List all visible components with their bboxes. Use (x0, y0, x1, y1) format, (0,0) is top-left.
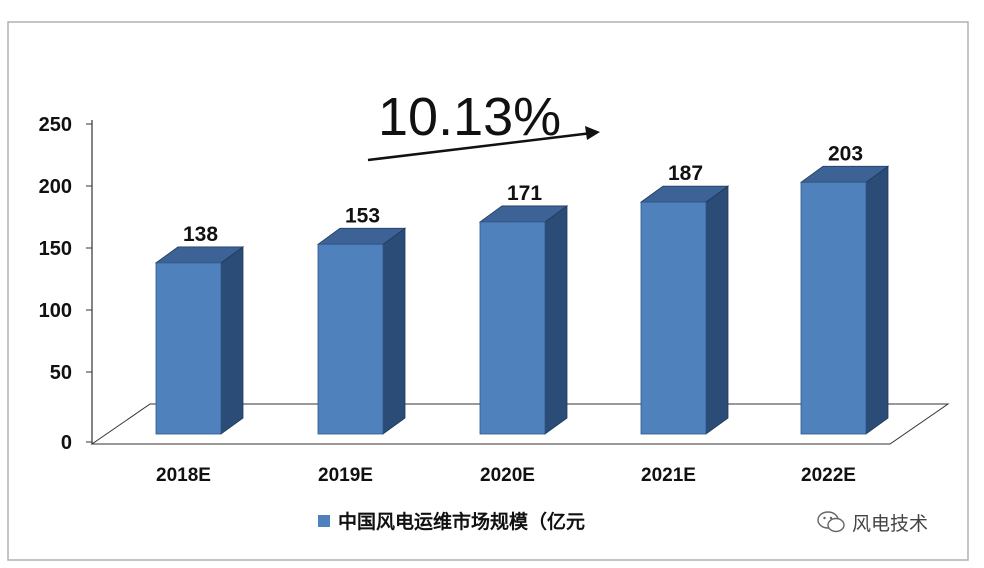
y-tick-label: 100 (39, 300, 72, 322)
bar-front (317, 243, 384, 435)
bar-front (155, 262, 222, 435)
bar-side (705, 185, 729, 435)
data-label: 138 (183, 223, 218, 246)
x-category-label: 2021E (641, 465, 696, 486)
wechat-icon (817, 511, 845, 533)
bar (154, 246, 245, 435)
bar-front (800, 181, 867, 435)
bar-front (479, 221, 546, 435)
x-category-label: 2022E (801, 465, 856, 486)
bar-front (640, 201, 707, 435)
y-tick-label: 250 (39, 114, 72, 136)
y-tick-label: 150 (39, 238, 72, 260)
bar-side (220, 246, 244, 435)
growth-rate-label: 10.13% (378, 87, 561, 147)
legend-label: 中国风电运维市场规模（亿元 (338, 510, 585, 533)
y-tick-label: 50 (50, 362, 72, 384)
data-label: 187 (668, 162, 703, 185)
legend-swatch (318, 515, 330, 527)
data-label: 171 (507, 182, 542, 205)
y-tick-label: 200 (39, 176, 72, 198)
x-category-label: 2019E (318, 465, 373, 486)
data-label: 153 (345, 204, 380, 227)
bar (799, 165, 890, 435)
y-tick-label: 0 (61, 432, 72, 454)
bar (639, 185, 730, 435)
x-category-label: 2018E (156, 465, 211, 486)
bar-side (382, 227, 406, 435)
x-category-label: 2020E (480, 465, 535, 486)
bar (478, 205, 569, 435)
bar-side (865, 165, 889, 435)
growth-arrowhead (585, 126, 600, 140)
bar (316, 227, 407, 435)
growth-arrow (367, 131, 593, 162)
bar-side (544, 205, 568, 435)
watermark-text: 风电技术 (852, 513, 928, 535)
data-label: 203 (828, 142, 863, 165)
